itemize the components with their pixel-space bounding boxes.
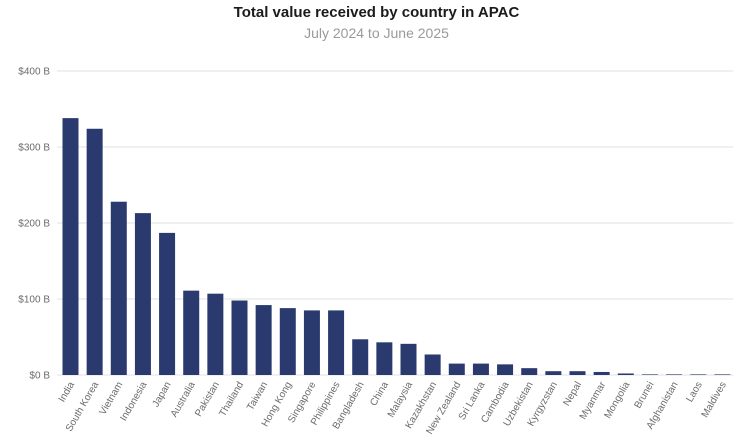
bar-bangladesh: [352, 339, 369, 375]
bar-japan: [159, 232, 176, 375]
x-tick-label: China: [368, 380, 391, 409]
bar-india: [62, 118, 79, 376]
bar-cambodia: [497, 364, 514, 375]
bar-malaysia: [400, 343, 417, 375]
chart-title: Total value received by country in APAC: [233, 4, 520, 21]
bar-brunei: [641, 374, 658, 375]
bar-south-korea: [86, 128, 103, 375]
bar-uzbekistan: [521, 368, 538, 375]
bar-laos: [690, 374, 707, 375]
bar-kazakhstan: [424, 354, 441, 375]
bar-indonesia: [134, 213, 151, 375]
y-tick-label: $400 B: [18, 67, 50, 78]
x-tick-label: India: [57, 380, 78, 405]
bar-hong-kong: [279, 308, 296, 375]
y-tick-label: $0 B: [29, 371, 50, 382]
x-tick-label: Japan: [151, 380, 174, 409]
bar-sri-lanka: [472, 363, 489, 375]
bar-china: [376, 342, 393, 375]
bar-maldives: [714, 374, 731, 375]
y-tick-label: $300 B: [18, 143, 50, 154]
bar-pakistan: [207, 293, 224, 375]
bar-kyrgyzstan: [545, 371, 562, 375]
x-tick-label: Laos: [684, 380, 704, 404]
bar-afghanistan: [666, 374, 683, 375]
bar-myanmar: [593, 371, 610, 375]
bar-australia: [183, 290, 200, 375]
bar-vietnam: [110, 201, 127, 375]
y-tick-label: $100 B: [18, 295, 50, 306]
chart-subtitle: July 2024 to June 2025: [304, 25, 449, 41]
bar-mongolia: [617, 373, 634, 375]
bar-singapore: [303, 310, 320, 375]
bar-new-zealand: [448, 363, 465, 375]
bar-taiwan: [255, 305, 272, 375]
bar-thailand: [231, 300, 248, 375]
y-tick-label: $200 B: [18, 219, 50, 230]
bar-nepal: [569, 371, 586, 375]
bar-philippines: [328, 310, 345, 375]
x-tick-label: Brunei: [633, 380, 657, 411]
x-tick-label: Nepal: [562, 380, 585, 408]
x-tick-label: Taiwan: [245, 380, 270, 412]
